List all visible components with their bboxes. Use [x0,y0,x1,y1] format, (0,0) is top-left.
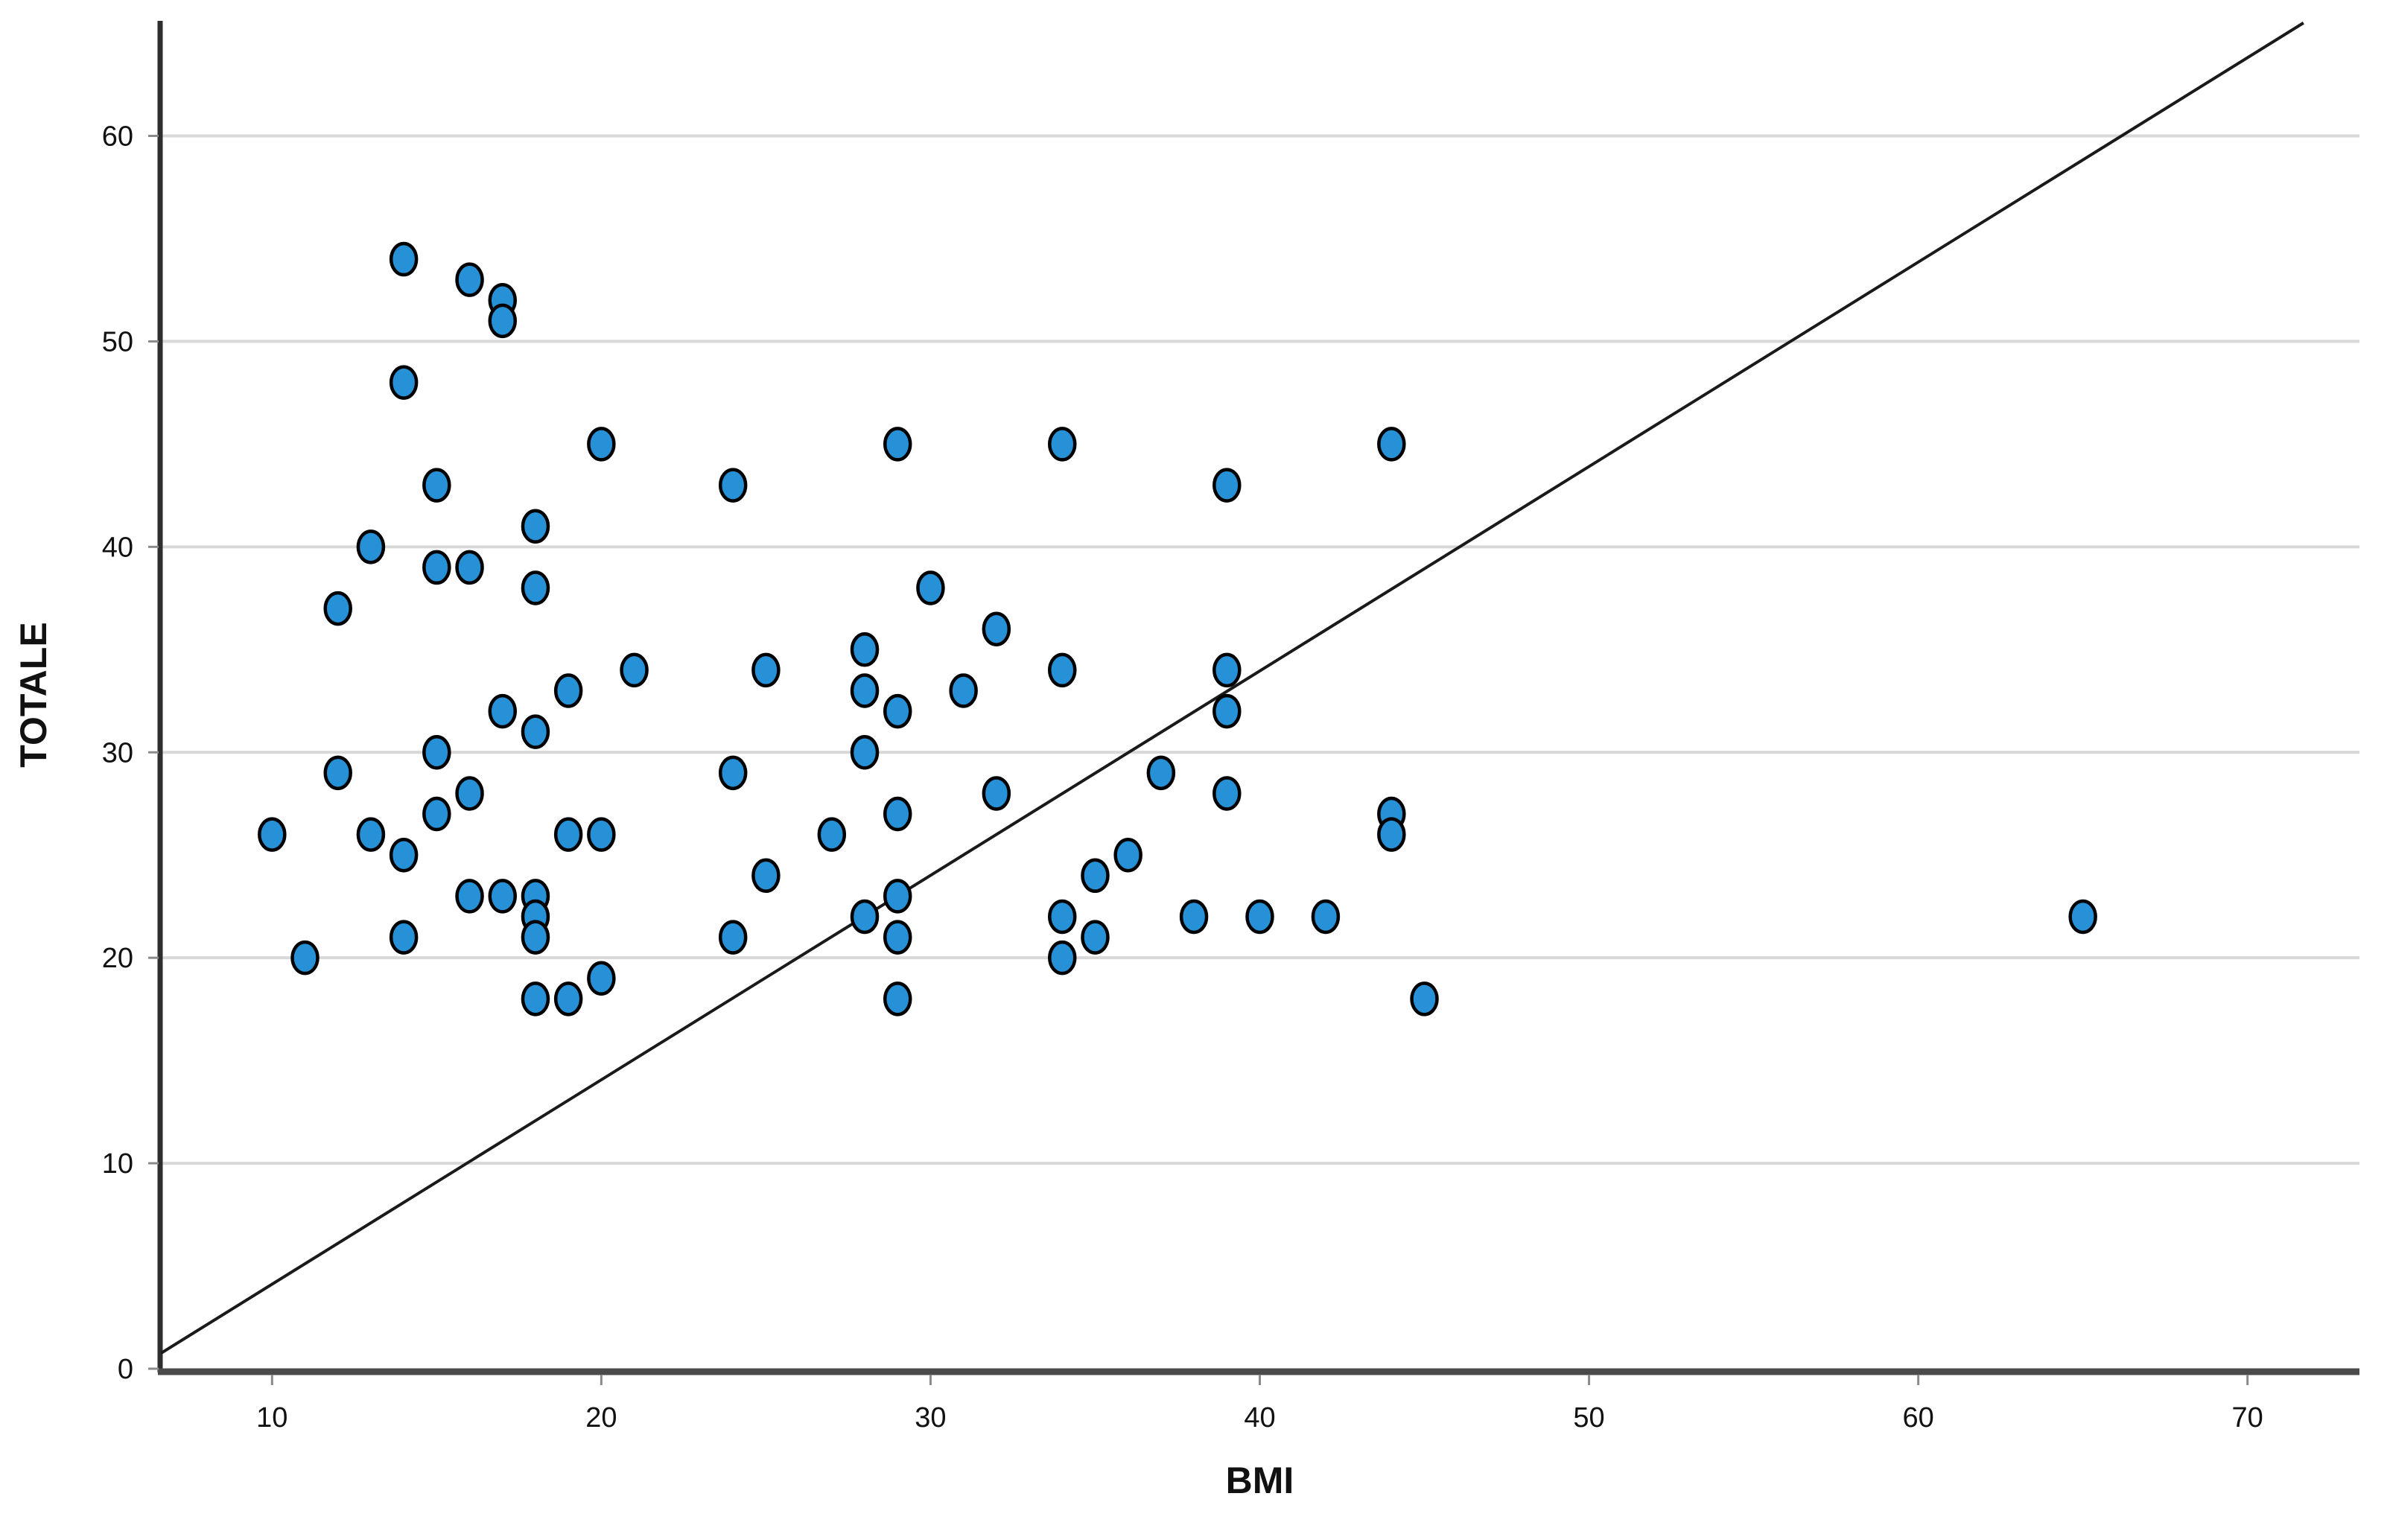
data-point [916,570,945,605]
data-point [883,920,912,955]
data-point [258,817,287,852]
data-point [323,591,352,626]
reference-line [160,22,2304,1355]
data-point [290,940,320,976]
data-point [521,920,550,955]
y-tick-label-30: 30 [102,737,133,769]
data-point [553,817,583,852]
data-point [455,776,484,811]
gridlines [160,134,2359,1165]
data-point [1113,837,1142,873]
data-point [1048,652,1077,688]
y-tick-label-60: 60 [102,121,133,153]
data-point [488,879,517,914]
data-point [718,920,748,955]
data-point [422,468,451,503]
data-point [1212,652,1242,688]
x-tick-label-20: 20 [585,1402,617,1434]
data-point [1377,817,1406,852]
data-point [883,879,912,914]
data-point [1212,693,1242,729]
data-point [488,303,517,339]
data-point [1048,899,1077,935]
data-point [389,920,419,955]
data-point [389,365,419,400]
data-point [1212,776,1242,811]
data-point [389,837,419,873]
data-point [850,673,880,708]
data-point [850,632,880,667]
tick-marks [148,135,2249,1385]
data-point [521,570,550,605]
data-point [751,652,781,688]
data-point [553,981,583,1016]
y-tick-label-50: 50 [102,326,133,357]
tick-labels: 10 20 30 40 50 60 70 0 10 20 30 40 50 60 [102,121,2263,1434]
data-point [587,961,616,996]
data-point [1212,468,1242,503]
x-tick-label-50: 50 [1573,1402,1604,1434]
data-point [587,427,616,462]
data-point [620,652,649,688]
x-tick-label-10: 10 [256,1402,287,1434]
data-point [1081,858,1110,894]
data-point [521,714,550,749]
y-tick-label-10: 10 [102,1148,133,1180]
y-tick-label-20: 20 [102,943,133,974]
data-point [389,241,419,277]
data-point [488,693,517,729]
data-point [455,879,484,914]
data-point [883,796,912,832]
data-point [1048,940,1077,976]
data-point [1081,920,1110,955]
y-tick-label-0: 0 [118,1354,133,1385]
data-point [422,796,451,832]
data-point [883,427,912,462]
data-point [356,817,386,852]
data-point [455,262,484,297]
data-point [521,981,550,1016]
data-point [751,858,781,894]
data-point [883,981,912,1016]
data-point [850,899,880,935]
data-point [718,755,748,791]
data-point [982,776,1011,811]
data-point [356,529,386,564]
data-point [1146,755,1176,791]
data-point [1410,981,1439,1016]
x-axis-title: BMI [1226,1460,1294,1501]
x-tick-label-60: 60 [1902,1402,1933,1434]
data-point [883,693,912,729]
data-point [587,817,616,852]
data-point [1048,427,1077,462]
data-point [1245,899,1274,935]
x-tick-label-30: 30 [915,1402,946,1434]
x-tick-label-40: 40 [1244,1402,1275,1434]
data-point [2068,899,2097,935]
data-point [817,817,847,852]
y-tick-label-40: 40 [102,532,133,563]
y-axis-title: TOTALE [13,622,54,767]
data-point [949,673,978,708]
data-point [323,755,352,791]
data-point [553,673,583,708]
data-point [422,550,451,585]
data-point [718,468,748,503]
data-point [455,550,484,585]
scatter-points [258,241,2097,1016]
data-point [1311,899,1341,935]
diagonal-reference-line [160,22,2304,1355]
data-point [1377,427,1406,462]
axes [157,21,2359,1375]
data-point [1179,899,1209,935]
x-tick-label-70: 70 [2232,1402,2263,1434]
data-point [982,611,1011,646]
data-point [521,509,550,544]
data-point [422,735,451,770]
data-point [850,735,880,770]
